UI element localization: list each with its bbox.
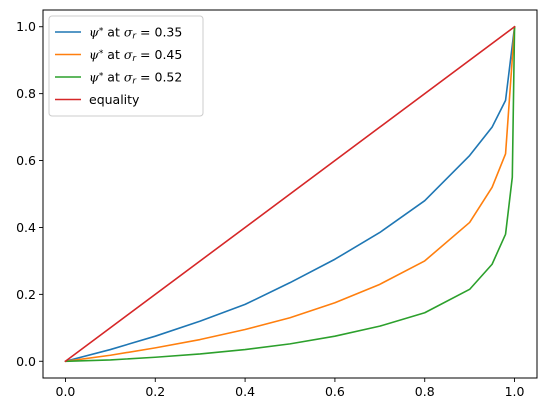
x-tick-label: 0.2	[145, 384, 165, 399]
legend-label-3: equality	[89, 92, 140, 107]
series-line-3	[64, 25, 516, 363]
x-tick-label: 1.0	[505, 384, 525, 399]
y-tick-label: 0.0	[16, 354, 36, 369]
plot-frame	[42, 9, 538, 379]
y-tick-label: 0.8	[16, 86, 36, 101]
series-line-0	[64, 25, 516, 363]
x-tick-label: 0.4	[235, 384, 255, 399]
y-tick-label: 0.6	[16, 153, 36, 168]
ticks-layer: 0.0 0.2 0.4 0.6 0.8 1.0 0.0 0.2 0.4 0.6 0.8 1.0	[16, 19, 524, 399]
legend: ψ* at σr = 0.35 ψ* at σr = 0.45 ψ* at σr =…	[48, 15, 204, 117]
legend-label-1: ψ* at σr = 0.45	[89, 47, 182, 64]
x-tick-label: 0.6	[325, 384, 345, 399]
legend-label-2: ψ* at σr = 0.52	[89, 70, 182, 87]
series-layer	[64, 25, 516, 363]
series-line-1	[64, 25, 516, 363]
y-tick-label: 0.2	[16, 287, 36, 302]
x-tick-label: 0.8	[415, 384, 435, 399]
y-tick-label: 0.4	[16, 220, 36, 235]
legend-label-0: ψ* at σr = 0.35	[89, 25, 182, 42]
x-tick-label: 0.0	[56, 384, 76, 399]
y-tick-label: 1.0	[16, 19, 36, 34]
series-line-2	[64, 25, 516, 363]
legend-box	[48, 15, 204, 117]
